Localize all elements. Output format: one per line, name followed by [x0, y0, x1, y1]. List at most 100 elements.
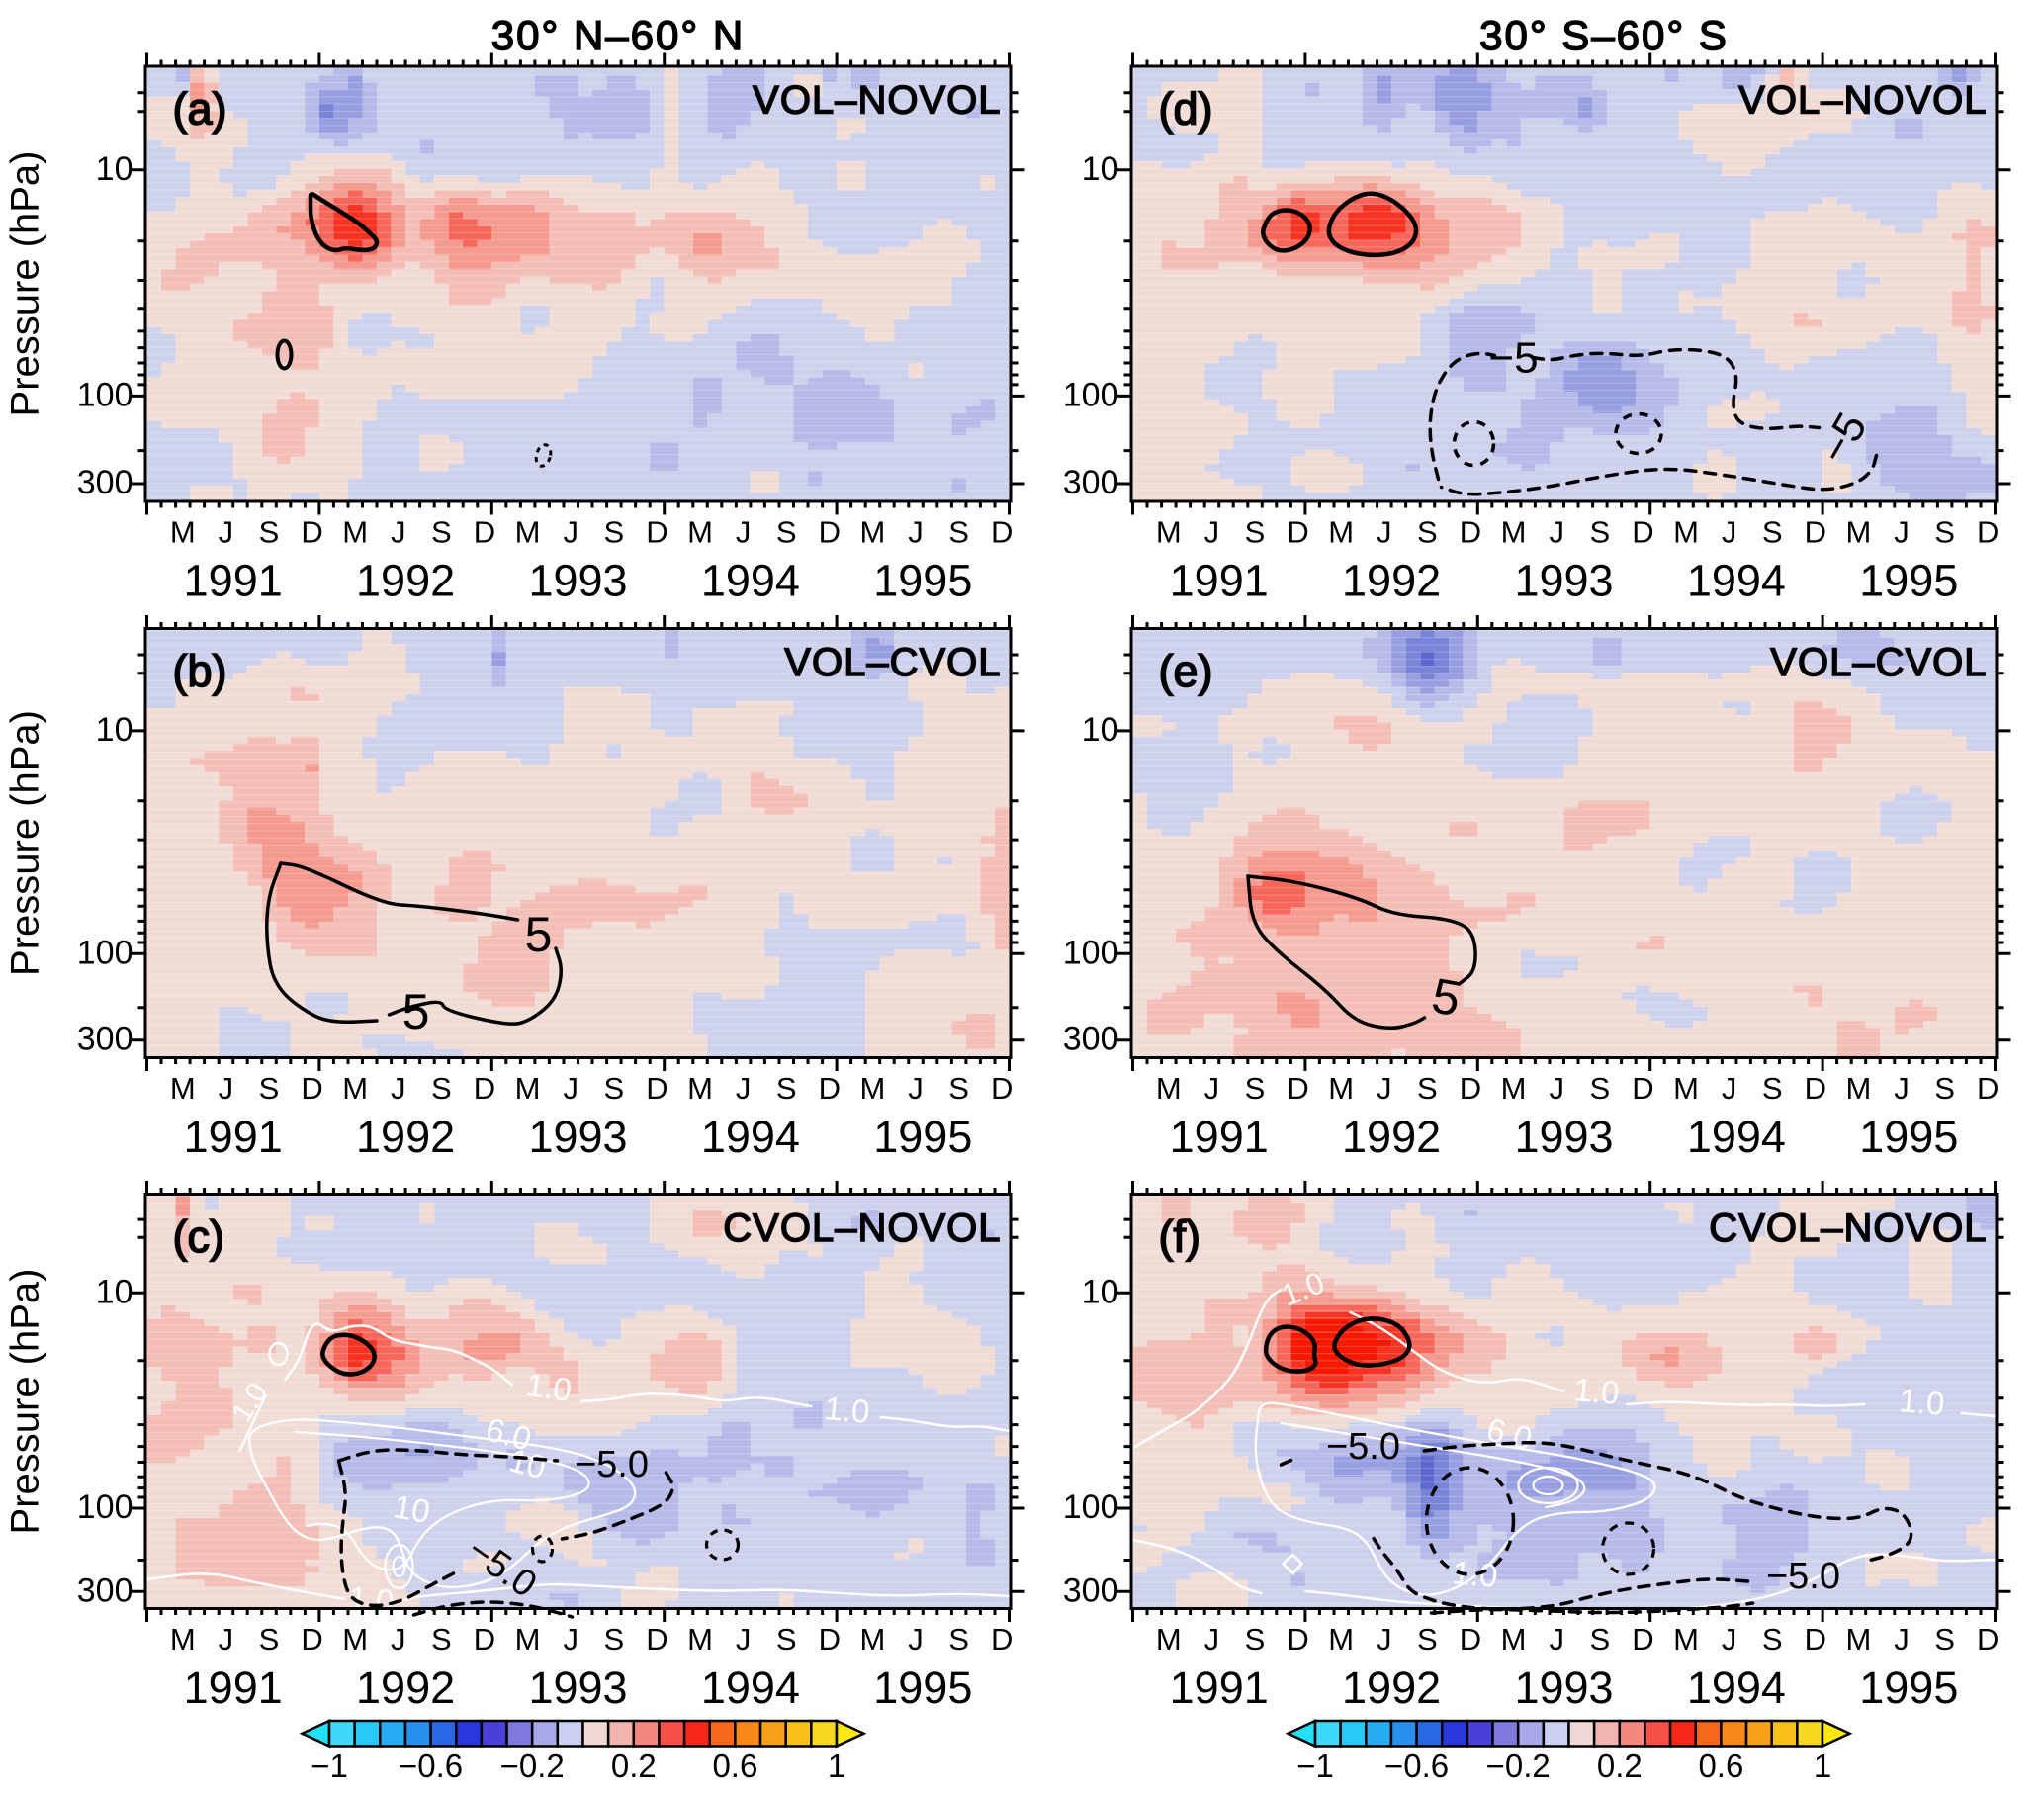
svg-text:10: 10 — [1082, 150, 1119, 188]
svg-text:1995: 1995 — [873, 1112, 972, 1162]
svg-text:30° N–60° N: 30° N–60° N — [491, 12, 745, 58]
svg-text:1995: 1995 — [1859, 556, 1958, 606]
svg-text:1993: 1993 — [1514, 1112, 1613, 1162]
svg-text:S: S — [1417, 515, 1438, 550]
svg-text:100: 100 — [77, 1488, 133, 1526]
svg-text:J: J — [1204, 1071, 1220, 1106]
svg-text:1995: 1995 — [1859, 1662, 1958, 1713]
svg-text:10: 10 — [96, 1273, 133, 1310]
svg-text:1991: 1991 — [1170, 1662, 1269, 1713]
svg-text:1.0: 1.0 — [1572, 1371, 1621, 1411]
svg-text:S: S — [259, 1622, 280, 1657]
svg-text:M: M — [1845, 515, 1871, 550]
svg-text:300: 300 — [1063, 464, 1119, 501]
svg-text:S: S — [1417, 1071, 1438, 1106]
svg-text:M: M — [859, 1622, 885, 1657]
svg-text:1992: 1992 — [1342, 556, 1441, 606]
svg-text:M: M — [170, 1071, 196, 1106]
svg-text:1991: 1991 — [184, 1112, 283, 1162]
svg-text:J: J — [908, 515, 924, 550]
svg-text:0.6: 0.6 — [712, 1748, 757, 1784]
svg-text:(b): (b) — [173, 646, 227, 696]
svg-text:M: M — [687, 515, 713, 550]
svg-text:10: 10 — [1082, 1273, 1119, 1310]
svg-text:J: J — [908, 1071, 924, 1106]
svg-text:D: D — [474, 1071, 495, 1106]
svg-text:D: D — [1287, 515, 1308, 550]
svg-text:1994: 1994 — [1687, 556, 1786, 606]
svg-text:1993: 1993 — [528, 556, 627, 606]
svg-text:S: S — [259, 515, 280, 550]
svg-text:1991: 1991 — [1170, 556, 1269, 606]
svg-text:(f): (f) — [1159, 1211, 1200, 1262]
svg-text:1994: 1994 — [1687, 1662, 1786, 1713]
svg-text:J: J — [1549, 515, 1564, 550]
svg-text:M: M — [1328, 515, 1354, 550]
svg-text:−0.2: −0.2 — [1486, 1748, 1551, 1784]
svg-text:J: J — [391, 1622, 406, 1657]
svg-text:D: D — [1805, 515, 1826, 550]
svg-text:D: D — [301, 1071, 322, 1106]
svg-text:300: 300 — [77, 1021, 133, 1058]
svg-text:M: M — [687, 1622, 713, 1657]
svg-text:D: D — [1977, 1622, 1999, 1657]
svg-text:J: J — [219, 1622, 234, 1657]
svg-text:D: D — [1805, 1071, 1826, 1106]
svg-text:S: S — [1589, 1071, 1610, 1106]
svg-text:S: S — [259, 1071, 280, 1106]
svg-text:M: M — [515, 1622, 541, 1657]
svg-text:D: D — [646, 1071, 667, 1106]
svg-text:1: 1 — [828, 1748, 845, 1784]
svg-text:D: D — [1632, 1071, 1653, 1106]
svg-text:S: S — [1245, 1071, 1266, 1106]
svg-text:1994: 1994 — [701, 1112, 800, 1162]
svg-text:M: M — [1673, 1622, 1699, 1657]
svg-text:D: D — [474, 1622, 495, 1657]
svg-text:J: J — [1722, 515, 1737, 550]
svg-text:D: D — [819, 1622, 841, 1657]
svg-text:M: M — [1328, 1622, 1354, 1657]
svg-text:J: J — [1549, 1622, 1564, 1657]
svg-text:0.2: 0.2 — [1597, 1748, 1643, 1784]
svg-text:J: J — [1894, 1071, 1910, 1106]
svg-text:M: M — [515, 515, 541, 550]
svg-text:−1: −1 — [1296, 1748, 1334, 1784]
svg-text:S: S — [431, 515, 452, 550]
svg-text:1992: 1992 — [356, 1112, 455, 1162]
svg-text:1994: 1994 — [701, 556, 800, 606]
svg-text:J: J — [391, 1071, 406, 1106]
svg-text:1992: 1992 — [356, 556, 455, 606]
svg-text:300: 300 — [77, 1571, 133, 1609]
svg-text:S: S — [1934, 1071, 1955, 1106]
svg-text:1992: 1992 — [1342, 1662, 1441, 1713]
svg-text:100: 100 — [77, 934, 133, 971]
svg-text:S: S — [776, 1071, 797, 1106]
svg-text:5: 5 — [402, 984, 430, 1039]
svg-text:Pressure (hPa): Pressure (hPa) — [4, 1269, 47, 1535]
svg-text:S: S — [431, 1622, 452, 1657]
svg-text:1.0: 1.0 — [524, 1366, 575, 1408]
svg-text:D: D — [1632, 1622, 1653, 1657]
svg-text:100: 100 — [1063, 376, 1119, 413]
svg-text:J: J — [1377, 1071, 1392, 1106]
svg-text:1993: 1993 — [1514, 1662, 1613, 1713]
svg-text:D: D — [1632, 515, 1653, 550]
svg-text:1993: 1993 — [528, 1112, 627, 1162]
svg-text:M: M — [1501, 1071, 1527, 1106]
svg-text:D: D — [1287, 1071, 1308, 1106]
svg-text:10: 10 — [391, 1487, 433, 1530]
svg-text:M: M — [1156, 515, 1182, 550]
svg-text:1995: 1995 — [873, 1662, 972, 1713]
svg-text:100: 100 — [1063, 934, 1119, 971]
svg-text:S: S — [948, 515, 969, 550]
svg-text:1994: 1994 — [701, 1662, 800, 1713]
svg-text:−0.6: −0.6 — [399, 1748, 463, 1784]
svg-text:CVOL–NOVOL: CVOL–NOVOL — [1709, 1207, 1987, 1250]
svg-text:−5.0: −5.0 — [1766, 1556, 1840, 1597]
svg-text:J: J — [1894, 1622, 1910, 1657]
svg-text:M: M — [859, 515, 885, 550]
svg-text:VOL–CVOL: VOL–CVOL — [1770, 641, 1987, 684]
svg-text:−0.2: −0.2 — [500, 1748, 565, 1784]
svg-text:S: S — [776, 515, 797, 550]
svg-text:M: M — [515, 1071, 541, 1106]
